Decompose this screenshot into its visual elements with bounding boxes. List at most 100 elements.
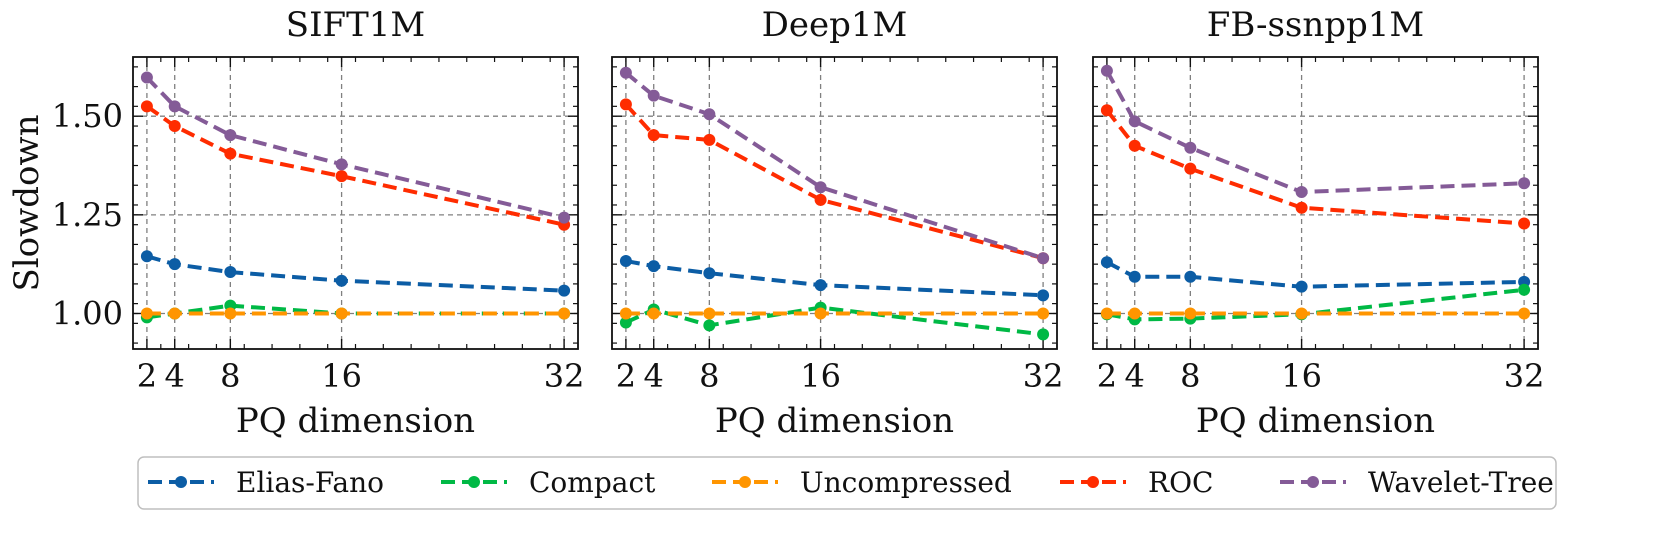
panel-1-xtick-label: 4 (165, 357, 185, 395)
panel-1-series-wavelet-tree-point (335, 158, 348, 171)
panel-2-xlabel: PQ dimension (715, 401, 954, 441)
panel-1-ytick-label: 1.25 (52, 196, 123, 234)
panel-2-title: Deep1M (762, 5, 908, 45)
panel-1: 2 4 8 16 32 1.00 1.25 1.50 SIFT1M PQ dimension (52, 5, 585, 441)
panel-1-series-uncompressed-point (224, 307, 237, 320)
panel-3-series-compact-point (1518, 283, 1531, 296)
panel-1-series-uncompressed-point (140, 307, 153, 320)
panel-1-series-wavelet-tree-point (558, 211, 571, 224)
panel-1-series-uncompressed-point (558, 307, 571, 320)
panel-2-series-uncompressed-point (703, 307, 716, 320)
panel-1-xtick-label: 32 (544, 357, 585, 395)
panel-1-series-uncompressed-point (168, 307, 181, 320)
panel-1-series-roc-point (335, 170, 348, 183)
panel-2-series-uncompressed-point (647, 307, 660, 320)
panel-3-title: FB-ssnpp1M (1207, 5, 1424, 45)
legend-item-elias-fano: Elias-Fano (148, 466, 384, 499)
panel-1-series-roc-point (224, 147, 237, 160)
panel-3: 2 4 8 16 32 FB-ssnpp1M PQ dimension (1092, 5, 1545, 441)
legend-item-compact: Compact (441, 466, 656, 499)
panel-2-series-compact-point (1037, 328, 1050, 341)
panel-2-series-elias-fano-point (647, 260, 660, 273)
panel-1-series-wavelet-tree-line (145, 76, 565, 220)
panel-1-series-elias-fano-point (558, 284, 571, 297)
panel-2-series-wavelet-tree-point (814, 181, 827, 194)
panel-2-series-compact-point (703, 319, 716, 332)
panel-3-series-uncompressed-point (1128, 307, 1141, 320)
panel-1-series-uncompressed-point (335, 307, 348, 320)
panel-3-series-elias-fano-point (1100, 256, 1113, 269)
panel-3-series-roc-point (1100, 104, 1113, 117)
panel-1-series-wavelet-tree-point (168, 100, 181, 113)
panel-3-xtick-label: 8 (1180, 357, 1200, 395)
legend-marker-uncompressed (739, 476, 751, 488)
y-axis-label: Slowdown (7, 115, 47, 292)
panel-1-ytick-label: 1.50 (52, 97, 123, 135)
panel-1-series-roc-point (168, 120, 181, 133)
panel-1-series-elias-fano-point (335, 274, 348, 287)
legend-box (137, 456, 1557, 510)
legend-marker-roc (1087, 476, 1099, 488)
panel-3-series-uncompressed-point (1184, 307, 1197, 320)
panel-3-series-wavelet-tree-point (1184, 141, 1197, 154)
panel-3-series-elias-fano-point (1128, 270, 1141, 283)
legend-item-uncompressed: Uncompressed (712, 466, 1012, 499)
panel-3-series-elias-fano-point (1295, 280, 1308, 293)
panel-2-series-compact-point (619, 316, 632, 329)
panel-2-series-roc-point (647, 129, 660, 142)
legend-marker-wavelet-tree (1307, 476, 1319, 488)
legend-label-wavelet-tree: Wavelet-Tree (1368, 466, 1554, 499)
panel-3-series-elias-fano-point (1184, 270, 1197, 283)
panel-2-series-elias-fano-point (1037, 289, 1050, 302)
panel-3-frame (1092, 56, 1539, 350)
panel-1-xtick-label: 8 (220, 357, 240, 395)
legend-label-uncompressed: Uncompressed (800, 466, 1012, 499)
panel-3-xtick-label: 2 (1097, 357, 1117, 395)
panel-1-series-elias-fano-point (168, 258, 181, 271)
panel-2-series-elias-fano-point (703, 267, 716, 280)
panel-2-series-uncompressed-point (619, 307, 632, 320)
legend-marker-compact (468, 476, 480, 488)
panel-1-xtick-label: 2 (137, 357, 157, 395)
panel-3-series-uncompressed-point (1100, 307, 1113, 320)
legend: Elias-Fano Compact Uncompressed ROC Wavelet-… (137, 456, 1557, 510)
panel-2-series-elias-fano-point (619, 255, 632, 268)
panel-1-frame (132, 56, 579, 350)
panel-3-xtick-label: 32 (1504, 357, 1545, 395)
panel-2: 2 4 8 16 32 Deep1M PQ dimension (611, 5, 1063, 441)
panel-2-series-wavelet-tree-point (647, 89, 660, 102)
panel-2-xtick-label: 16 (800, 357, 841, 395)
panel-1-series-wavelet-tree-point (140, 71, 153, 84)
panel-2-series-wavelet-tree-point (703, 108, 716, 121)
panel-3-series-roc-point (1518, 217, 1531, 230)
panel-3-xtick-label: 4 (1125, 357, 1145, 395)
panel-2-series-wavelet-tree-point (619, 66, 632, 79)
panel-2-xtick-label: 8 (699, 357, 719, 395)
panel-1-xlabel: PQ dimension (236, 401, 475, 441)
panel-2-series-wavelet-tree-point (1037, 252, 1050, 265)
panel-3-series-uncompressed-point (1295, 307, 1308, 320)
panel-2-series-roc-point (619, 98, 632, 111)
panel-3-series-roc-point (1295, 201, 1308, 214)
legend-label-elias-fano: Elias-Fano (236, 466, 384, 499)
panel-3-series-roc-point (1128, 139, 1141, 152)
panel-2-xtick-label: 4 (644, 357, 664, 395)
panel-3-xtick-label: 16 (1281, 357, 1322, 395)
panel-1-series-elias-fano-point (140, 250, 153, 263)
panel-3-series-wavelet-tree-point (1100, 64, 1113, 77)
panel-2-series-roc-point (814, 193, 827, 206)
legend-label-roc: ROC (1148, 466, 1213, 499)
panel-2-series-uncompressed-point (1037, 307, 1050, 320)
panel-3-series-roc-point (1184, 162, 1197, 175)
panel-1-series-roc-point (140, 100, 153, 113)
panel-3-series-wavelet-tree-point (1518, 177, 1531, 190)
panel-2-series-uncompressed-point (814, 307, 827, 320)
panel-1-series-elias-fano-point (224, 266, 237, 279)
panel-3-series-wavelet-tree-point (1295, 185, 1308, 198)
panel-1-xtick-label: 16 (321, 357, 362, 395)
panel-1-series-wavelet-tree-point (224, 129, 237, 142)
panel-1-ytick-label: 1.00 (52, 294, 123, 332)
panel-3-xlabel: PQ dimension (1196, 401, 1435, 441)
